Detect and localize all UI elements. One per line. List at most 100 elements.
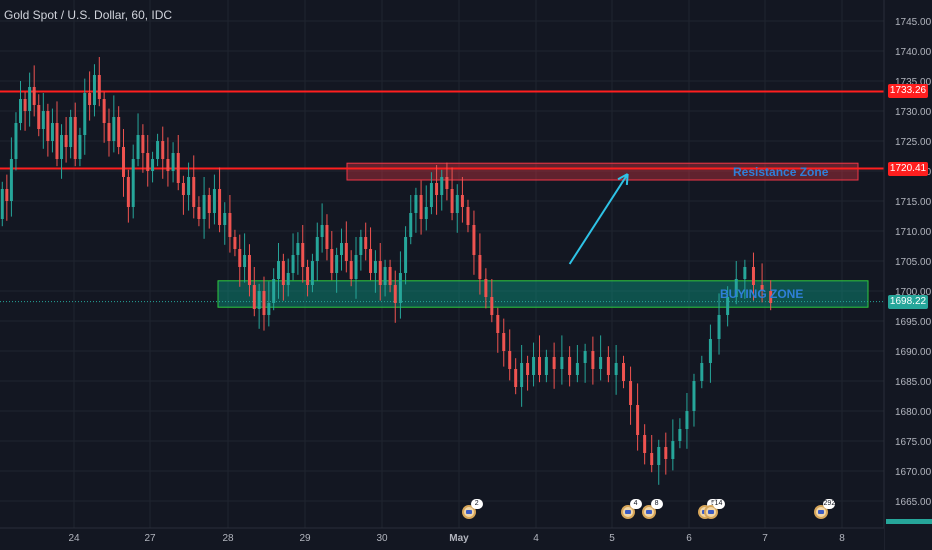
candle-body [502, 333, 506, 351]
candle-body [5, 189, 9, 201]
candle-body [37, 105, 41, 129]
candle-body [223, 213, 227, 225]
candle-body [107, 123, 111, 141]
event-count-badge: 292 [823, 499, 836, 509]
candle-body [383, 267, 387, 285]
candle-body [97, 75, 101, 99]
candle-body [207, 195, 211, 213]
candle-body [166, 159, 170, 171]
buying-zone-label: BUYING ZONE [720, 287, 804, 301]
event-count-badge: 2 [470, 499, 483, 509]
trend-arrow-line [568, 173, 629, 265]
candle-body [472, 225, 476, 255]
candle-body [378, 261, 382, 285]
candle-body [455, 195, 459, 213]
candle-body [726, 297, 730, 315]
price-tick-label: 1725.00 [895, 137, 932, 148]
price-tick-label: 1685.00 [895, 377, 932, 388]
candle-body [629, 381, 633, 405]
time-tick-label: 24 [68, 533, 80, 544]
buying-zone [217, 280, 869, 308]
candle-body [252, 285, 256, 309]
event-flag-icon[interactable] [703, 505, 718, 519]
volume-marker [886, 519, 932, 524]
candle-body [181, 183, 185, 195]
event-flag-icon[interactable] [641, 505, 656, 519]
candle-body [373, 261, 377, 273]
candle-body [9, 159, 13, 201]
time-axis[interactable]: 24 27 28 29 30 May 4 5 6 7 8 [0, 527, 884, 550]
resistance-zone [346, 162, 859, 181]
candle-body [117, 117, 121, 147]
candle-body [508, 351, 512, 369]
candle-body [717, 315, 721, 339]
candle-body [60, 135, 64, 159]
candle-body [614, 363, 618, 375]
price-tick-label: 1675.00 [895, 437, 932, 448]
trend-arrow-head [617, 173, 629, 181]
symbol-title: Gold Spot / U.S. Dollar, 60, IDC [4, 8, 173, 22]
candle-body [296, 243, 300, 255]
price-tick-label: 1670.00 [895, 467, 932, 478]
candle-body [310, 261, 314, 285]
candle-body [247, 255, 251, 285]
candle-body [414, 195, 418, 213]
candle-body [320, 225, 324, 237]
candle-body [151, 159, 155, 171]
candle-body [692, 381, 696, 411]
candle-body [734, 279, 738, 297]
candle-body [369, 249, 373, 273]
candle-body [228, 213, 232, 237]
candle-body [50, 123, 54, 141]
time-tick-label: 30 [376, 533, 388, 544]
event-flag-icon[interactable] [461, 505, 476, 519]
candle-body [450, 189, 454, 213]
candle-body [325, 225, 329, 249]
candle-body [671, 441, 675, 459]
candle-body [136, 135, 140, 159]
time-axis-bg [0, 528, 884, 550]
candle-body [233, 237, 237, 249]
candle-body [364, 237, 368, 249]
candle-body [141, 135, 145, 153]
candle-body [708, 339, 712, 363]
candle-body [544, 357, 548, 375]
time-tick-label: 5 [609, 533, 615, 544]
zones [217, 162, 869, 308]
candle-body [156, 141, 160, 159]
candle-body [435, 183, 439, 195]
candle-body [41, 111, 45, 129]
candle-body [122, 147, 126, 177]
candle-body [514, 369, 518, 387]
candle-body [73, 117, 77, 159]
trend-arrow-head [625, 173, 629, 186]
candle-body [575, 363, 579, 375]
event-count-badge: 4 [629, 499, 642, 509]
time-tick-label: May [449, 533, 469, 544]
candle-body [606, 357, 610, 375]
candle-body [388, 267, 392, 285]
candle-body [700, 363, 704, 381]
event-flag-icon[interactable] [620, 505, 635, 519]
candle-body [102, 99, 106, 123]
candle-body [636, 405, 640, 435]
candle-body [277, 261, 281, 279]
candle-body [315, 237, 319, 261]
price-tick-label: 1745.00 [895, 17, 932, 28]
candle-body [393, 285, 397, 303]
price-tick-label: 1680.00 [895, 407, 932, 418]
candle-body [568, 357, 572, 375]
price-tag-lower: 1720.41 [888, 161, 928, 176]
price-axis[interactable]: 1665.00 1670.00 1675.00 1680.00 1685.00 1690.… [883, 0, 932, 550]
candle-body [650, 453, 654, 465]
candle-body [440, 177, 444, 195]
candle-body [526, 363, 530, 375]
candle-body [622, 363, 626, 381]
candlesticks [0, 57, 773, 485]
time-tick-label: 8 [839, 533, 845, 544]
price-tick-label: 1735.00 [895, 77, 932, 88]
candle-body [187, 177, 191, 195]
price-tick-label: 1700.00 [895, 287, 932, 298]
